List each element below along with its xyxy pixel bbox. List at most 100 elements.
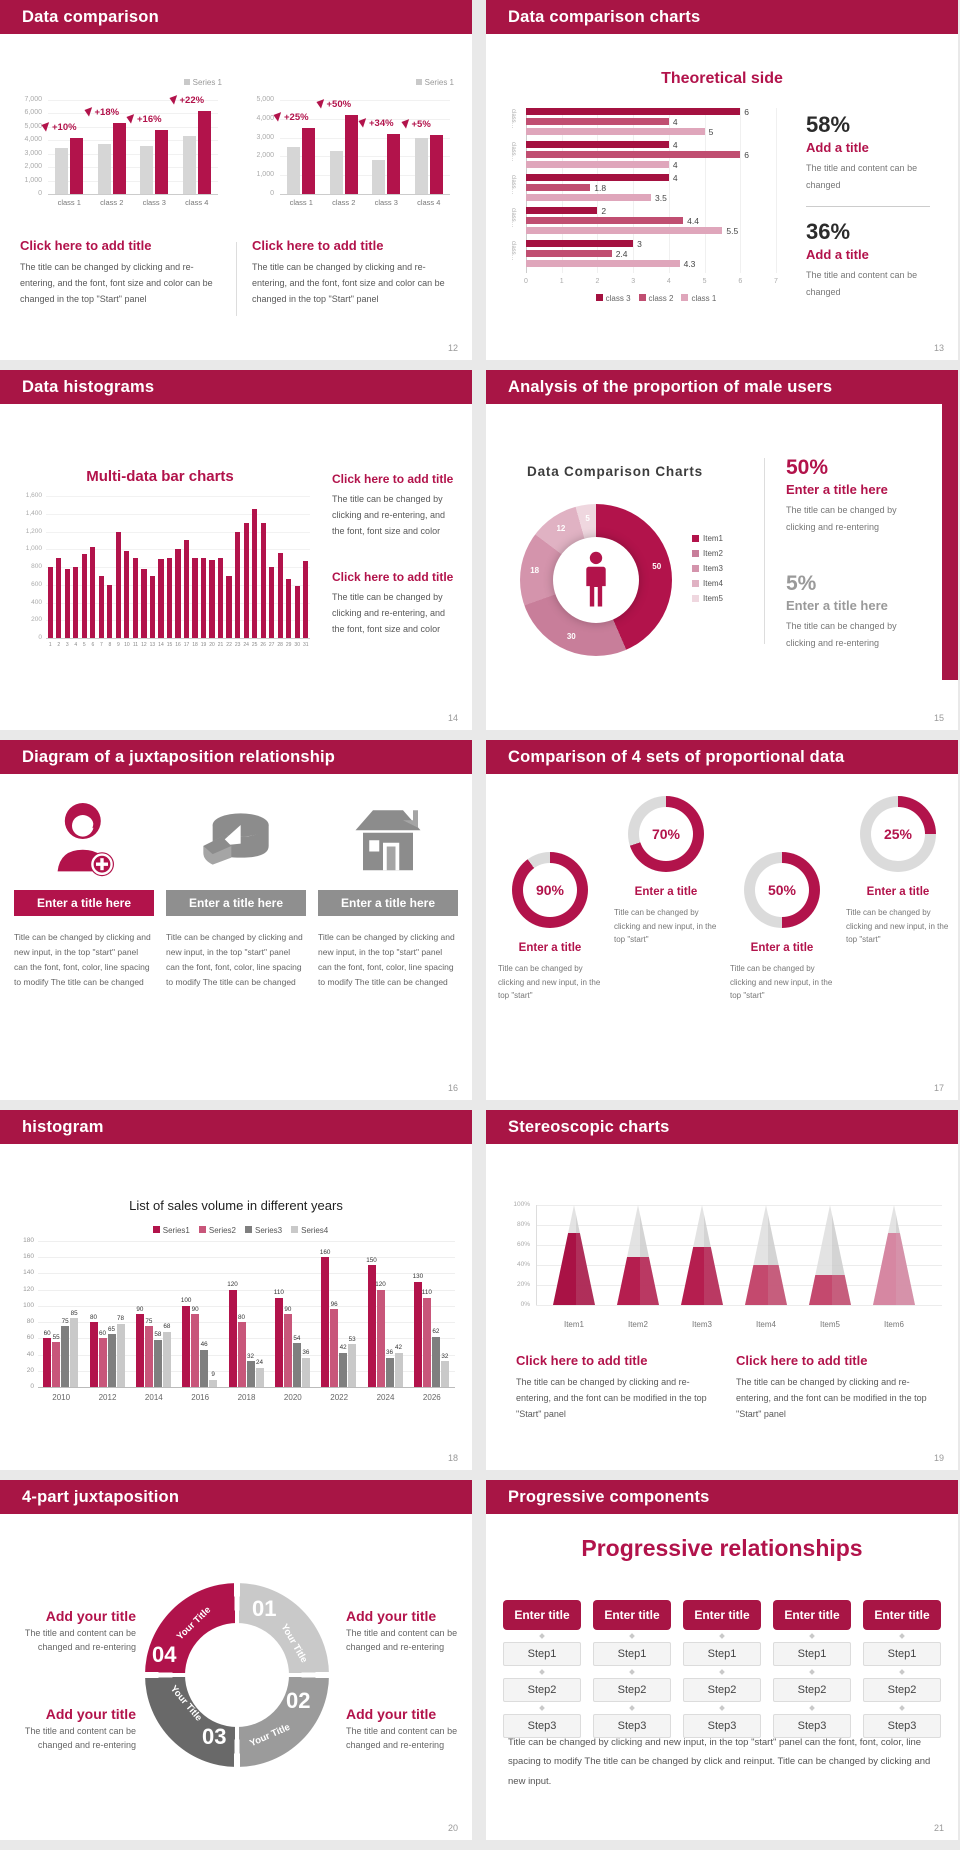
y-tick-label: 3,000 <box>24 149 42 157</box>
quadrant-ring-chart <box>145 1583 329 1767</box>
x-label: 16 <box>175 642 181 648</box>
corner-body: The title and content can be changed and… <box>24 1628 136 1652</box>
slide-progressive-components[interactable]: Progressive components Progressive relat… <box>486 1480 958 1840</box>
bar <box>182 1305 191 1387</box>
quadrant-number: 01 <box>252 1596 277 1621</box>
cone <box>617 1205 659 1305</box>
bar <box>141 568 147 638</box>
step-box[interactable]: Step1 <box>863 1642 941 1666</box>
enter-title-button[interactable]: Enter title <box>503 1600 581 1630</box>
y-tick-label: 160 <box>23 1253 34 1261</box>
bar-series1 <box>429 134 443 194</box>
bar <box>98 1338 107 1387</box>
step-box[interactable]: Step2 <box>863 1678 941 1702</box>
bar <box>70 1318 79 1387</box>
ring-column: 25% Enter a title Title can be changed b… <box>846 796 950 947</box>
y-tick-label: 0% <box>520 1301 530 1308</box>
enter-title-button[interactable]: Enter title <box>863 1600 941 1630</box>
slide-juxtaposition-diagram[interactable]: Diagram of a juxtaposition relationship … <box>0 740 472 1100</box>
slide-4-part-juxtaposition[interactable]: 4-part juxtaposition 01 02 03 04 Your Ti… <box>0 1480 472 1840</box>
slide-title: Progressive components <box>508 1487 710 1506</box>
value-label: 90 <box>284 1305 292 1313</box>
step-box[interactable]: Step1 <box>503 1642 581 1666</box>
value-label: 3.5 <box>655 193 667 203</box>
step-box[interactable]: Step2 <box>773 1678 851 1702</box>
bar <box>526 184 591 191</box>
slide-male-users-analysis[interactable]: Analysis of the proportion of male users… <box>486 370 958 730</box>
bar <box>385 1357 394 1387</box>
group-label: class… <box>510 142 516 162</box>
bar <box>294 585 300 638</box>
stat-value: 5% <box>786 572 817 595</box>
column: Enter a title here Title can be changed … <box>166 788 306 990</box>
y-tick-label: 20 <box>26 1366 34 1374</box>
ring-body: Title can be changed by clicking and new… <box>614 908 717 945</box>
step-box[interactable]: Step2 <box>593 1678 671 1702</box>
x-label: 11 <box>132 642 139 648</box>
quadrant-number: 03 <box>202 1724 227 1749</box>
x-label: 2010 <box>52 1393 71 1402</box>
pin-icon <box>83 105 96 117</box>
bar <box>431 1336 440 1387</box>
slide-data-histograms[interactable]: Data histograms Multi-data bar charts 0 2… <box>0 370 472 730</box>
step-box[interactable]: Step1 <box>683 1642 761 1666</box>
accent-strip <box>942 404 958 680</box>
text-block: Click here to add title The title can be… <box>20 238 222 308</box>
y-tick-label: 600 <box>31 580 42 588</box>
step-box[interactable]: Step3 <box>863 1714 941 1738</box>
step-box[interactable]: Step1 <box>773 1642 851 1666</box>
pin-icon <box>126 111 138 124</box>
slide-histogram-years[interactable]: histogram List of sales volume in differ… <box>0 1110 472 1470</box>
bar <box>107 1334 116 1387</box>
title-banner[interactable]: Enter a title here <box>318 890 458 916</box>
ring-body: Title can be changed by clicking and new… <box>846 908 949 945</box>
step-box[interactable]: Step3 <box>773 1714 851 1738</box>
step-box[interactable]: Step2 <box>683 1678 761 1702</box>
step-box[interactable]: Step3 <box>593 1714 671 1738</box>
bar <box>158 559 164 638</box>
stat-block: 5% Enter a title here The title can be c… <box>786 572 934 652</box>
step-box[interactable]: Step3 <box>683 1714 761 1738</box>
bar <box>217 558 224 638</box>
page-number: 13 <box>933 343 944 353</box>
slide-data-comparison[interactable]: Data comparison Series 1 0 1,000 2,000 3,000… <box>0 0 472 360</box>
y-tick-label: 1,600 <box>25 492 42 499</box>
bar <box>61 1326 70 1387</box>
step-box[interactable]: Step2 <box>503 1678 581 1702</box>
grid-line <box>536 1285 942 1286</box>
step-connector <box>899 1669 905 1675</box>
title-banner[interactable]: Enter a title here <box>166 890 306 916</box>
title-banner[interactable]: Enter a title here <box>14 890 154 916</box>
bar <box>200 558 207 638</box>
enter-title-button[interactable]: Enter title <box>683 1600 761 1630</box>
x-label: 21 <box>217 642 224 648</box>
bar-series1 <box>197 110 211 194</box>
step-box[interactable]: Step3 <box>503 1714 581 1738</box>
stat-block: 36% Add a title The title and content ca… <box>806 219 944 301</box>
growth-label: +18% <box>83 105 143 118</box>
grid-line <box>38 1322 455 1324</box>
cone <box>809 1205 851 1305</box>
bar-series1 <box>112 122 126 194</box>
value-label: 100 <box>180 1297 192 1305</box>
enter-title-button[interactable]: Enter title <box>773 1600 851 1630</box>
slide-proportional-data[interactable]: Comparison of 4 sets of proportional dat… <box>486 740 958 1100</box>
value-label: 150 <box>366 1256 377 1264</box>
step-box[interactable]: Step1 <box>593 1642 671 1666</box>
bar <box>269 567 275 638</box>
x-label: 2012 <box>98 1393 117 1402</box>
value-label: 46 <box>200 1341 208 1349</box>
bar <box>192 558 198 638</box>
column: Enter a title here Title can be changed … <box>14 788 154 990</box>
enter-title-button[interactable]: Enter title <box>593 1600 671 1630</box>
step-column: Enter title Step1 Step2 Step3 <box>863 1600 941 1738</box>
block-heading: Click here to add title <box>516 1353 648 1368</box>
slide-title: 4-part juxtaposition <box>22 1487 180 1506</box>
slide-stereoscopic-charts[interactable]: Stereoscopic charts 0% 20% 40% 60% 80% 100% It… <box>486 1110 958 1470</box>
value-label: 2.4 <box>615 249 628 259</box>
x-tick-label: 7 <box>774 278 778 285</box>
slide-data-comparison-charts[interactable]: Data comparison charts Theoretical side … <box>486 0 958 360</box>
bar <box>526 194 651 201</box>
x-label: 18 <box>192 642 198 648</box>
group-label: class… <box>510 208 516 228</box>
